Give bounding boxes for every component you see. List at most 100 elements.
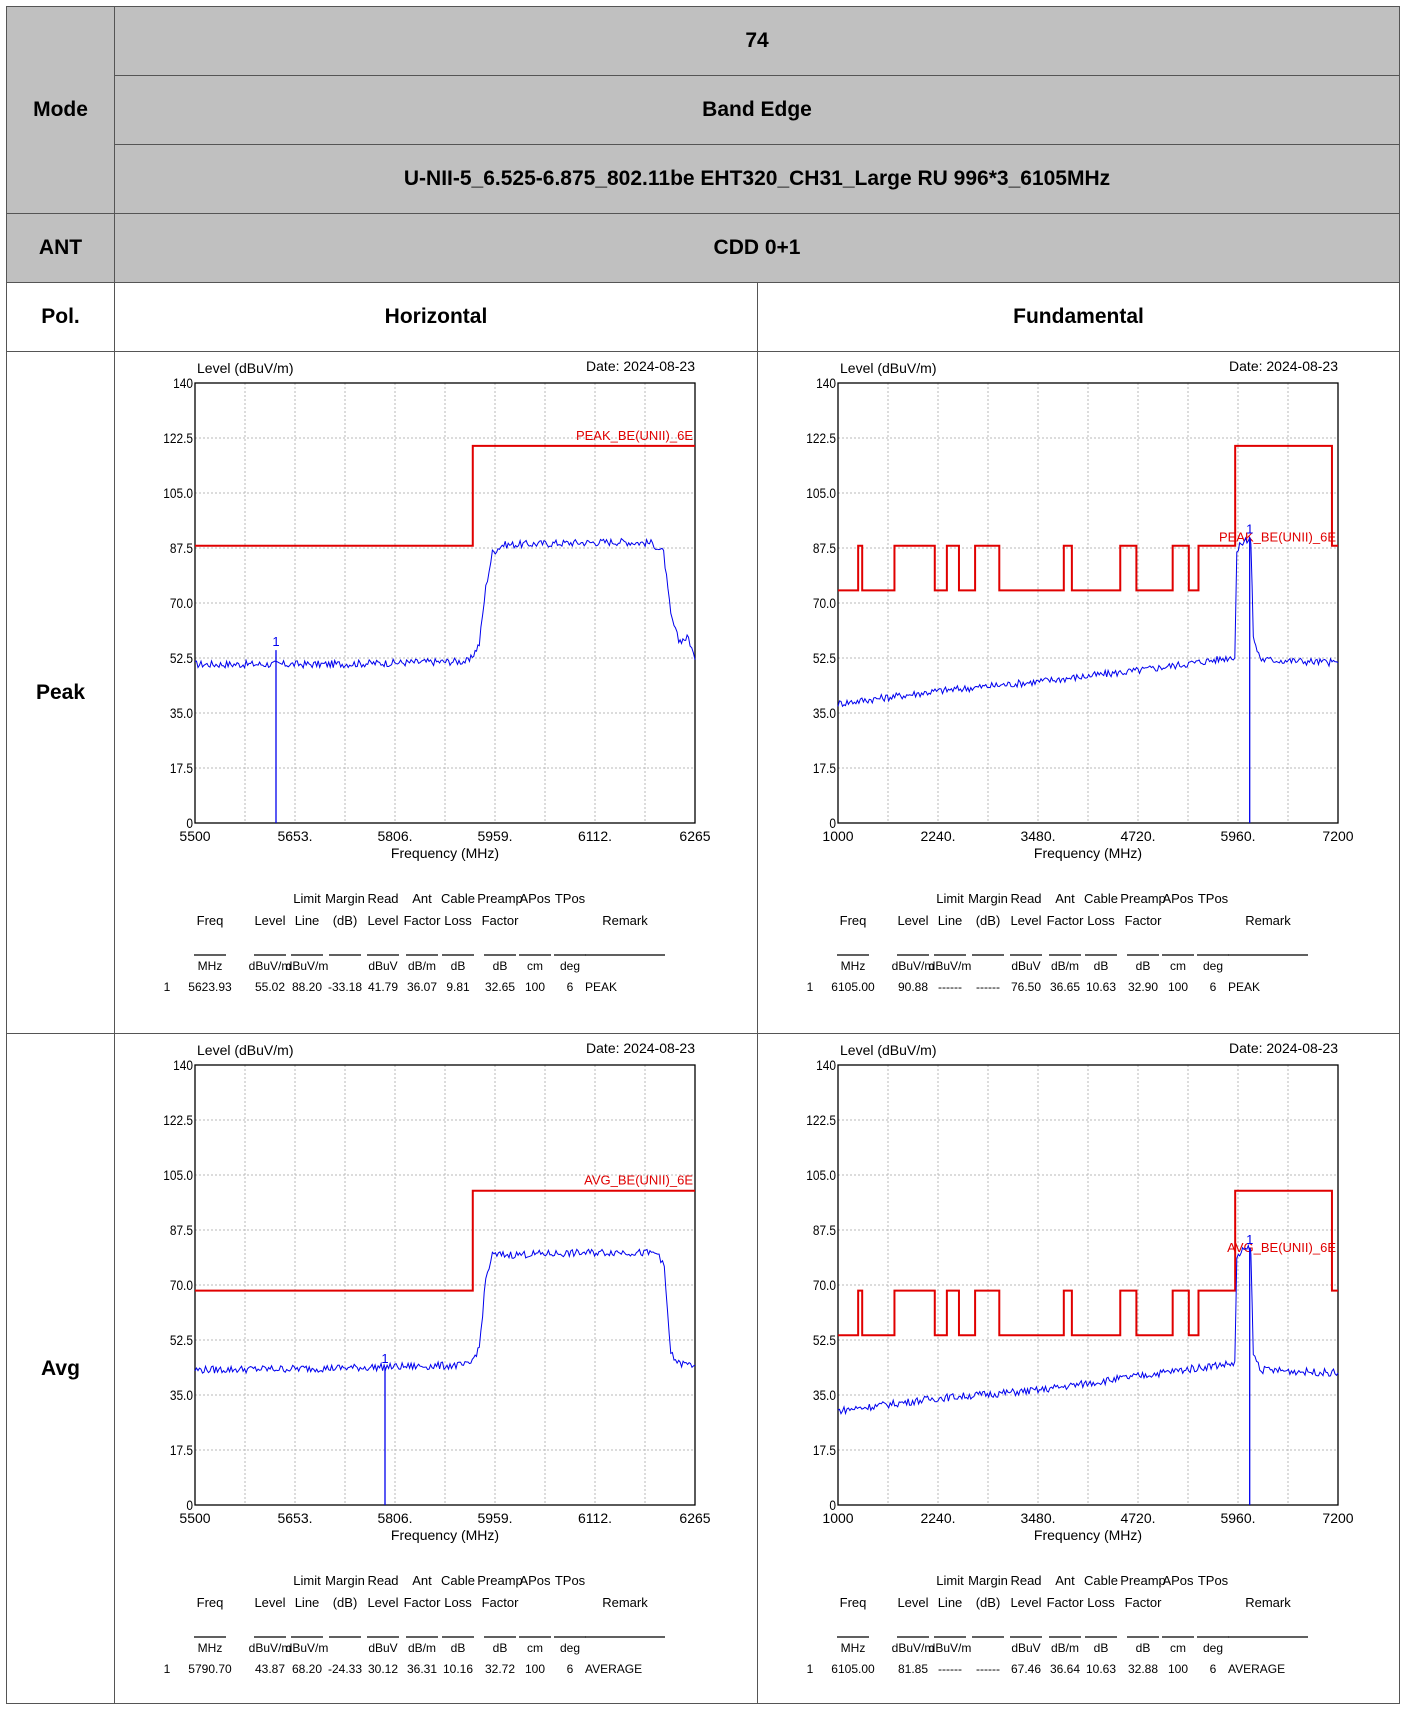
date-label: Date: 2024-08-23	[1229, 358, 1338, 374]
table-unit: dBuV	[1011, 1641, 1040, 1655]
x-tick-label: 5500	[179, 1510, 210, 1526]
marker-label: 1	[1246, 521, 1253, 536]
y-tick-label: 17.5	[813, 760, 836, 776]
table-cell: -24.33	[328, 1662, 362, 1676]
limit-line	[838, 1189, 1338, 1336]
table-cell: ------	[976, 980, 1000, 994]
table-cell: 55.02	[255, 980, 285, 994]
table-cell: 1	[807, 1662, 814, 1676]
spectrum-trace	[194, 1247, 696, 1374]
y-tick-label: 52.5	[813, 650, 836, 666]
table-header: Read	[367, 1573, 398, 1588]
table-cell: AVERAGE	[1228, 1662, 1285, 1676]
table-cell: 43.87	[255, 1662, 285, 1676]
y-tick-label: 122.5	[163, 430, 193, 446]
table-cell: 36.31	[407, 1662, 437, 1676]
table-unit: dBuV	[368, 959, 397, 973]
table-cell: 36.07	[407, 980, 437, 994]
x-axis-label: Frequency (MHz)	[391, 845, 499, 861]
table-cell: 10.63	[1086, 1662, 1116, 1676]
y-axis-label: Level (dBuV/m)	[840, 360, 936, 376]
table-header: Cable	[441, 1573, 475, 1588]
test-config: U-NII-5_6.525-6.875_802.11be EHT320_CH31…	[113, 144, 1401, 214]
y-axis-label: Level (dBuV/m)	[197, 360, 293, 376]
table-cell: 32.65	[485, 980, 515, 994]
table-header: (dB)	[333, 913, 358, 928]
table-header: Freq	[197, 1595, 224, 1610]
table-unit: dBuV/m	[249, 1641, 292, 1655]
spectrum-trace	[837, 535, 1339, 707]
table-unit: MHz	[841, 959, 866, 973]
table-header: Cable	[1084, 891, 1118, 906]
table-header: Loss	[444, 1595, 472, 1610]
table-header: TPos	[1198, 1573, 1229, 1588]
x-tick-label: 5959.	[477, 828, 512, 844]
table-unit: MHz	[841, 1641, 866, 1655]
ant-label: ANT	[6, 213, 115, 283]
table-header: Ant	[1055, 891, 1075, 906]
table-header: APos	[1162, 891, 1194, 906]
table-header: (dB)	[976, 1595, 1001, 1610]
table-unit: dBuV/m	[286, 959, 329, 973]
table-header: Loss	[1087, 1595, 1115, 1610]
spectrum-trace	[837, 1243, 1339, 1415]
table-header: Level	[254, 1595, 285, 1610]
table-header: Margin	[968, 1573, 1008, 1588]
table-cell: 9.81	[446, 980, 470, 994]
table-header: Factor	[482, 913, 520, 928]
y-tick-label: 105.0	[806, 485, 836, 501]
x-tick-label: 5960.	[1220, 1510, 1255, 1526]
plot-cell-peak-horizontal: 0 17.5 35.0 52.5 70.0 87.5 105.0 122.5 140 5500 56…	[114, 351, 758, 1034]
table-unit: dB	[493, 1641, 508, 1655]
row-label-peak: Peak	[6, 351, 115, 1034]
y-tick-label: 17.5	[170, 760, 193, 776]
table-cell: 36.64	[1050, 1662, 1080, 1676]
table-cell: 6	[1210, 1662, 1217, 1676]
x-tick-label: 5960.	[1220, 828, 1255, 844]
table-unit: dB	[493, 959, 508, 973]
table-header: Level	[254, 913, 285, 928]
y-tick-label: 52.5	[170, 1332, 193, 1348]
y-tick-label: 0	[186, 1497, 193, 1513]
table-header: Freq	[197, 913, 224, 928]
limit-label: PEAK_BE(UNII)_6E	[576, 427, 693, 442]
x-tick-label: 6265	[679, 1510, 710, 1526]
table-header: TPos	[555, 891, 586, 906]
table-cell: 5623.93	[188, 980, 232, 994]
table-header: Ant	[412, 1573, 432, 1588]
test-number: 74	[113, 6, 1401, 76]
y-tick-label: 35.0	[813, 1387, 836, 1403]
y-tick-label: 122.5	[163, 1112, 193, 1128]
table-unit: dBuV/m	[929, 959, 972, 973]
marker-label: 1	[272, 634, 279, 649]
plot-frame	[194, 381, 696, 824]
table-cell: 1	[807, 980, 814, 994]
table-header: Line	[938, 1595, 963, 1610]
table-header: Preamp	[477, 891, 523, 906]
table-cell: 90.88	[898, 980, 928, 994]
table-header: Freq	[840, 1595, 867, 1610]
limit-label: PEAK_BE(UNII)_6E	[1219, 529, 1336, 544]
plot-frame	[837, 381, 1339, 824]
table-unit: cm	[527, 959, 543, 973]
y-tick-label: 0	[829, 1497, 836, 1513]
x-tick-label: 7200	[1322, 828, 1353, 844]
report-table: Mode 74 Band Edge U-NII-5_6.525-6.875_80…	[6, 6, 1401, 1704]
table-header: Ant	[1055, 1573, 1075, 1588]
column-horizontal: Horizontal	[114, 282, 758, 352]
y-tick-label: 0	[829, 815, 836, 831]
table-unit: dB	[451, 1641, 466, 1655]
table-header: Remark	[602, 913, 648, 928]
x-tick-label: 6112.	[578, 828, 612, 844]
x-tick-label: 5653.	[277, 828, 312, 844]
table-header: Factor	[1047, 1595, 1085, 1610]
table-cell: 1	[164, 980, 171, 994]
plot-cell-avg-horizontal: 0 17.5 35.0 52.5 70.0 87.5 105.0 122.5 140 5500 56…	[114, 1033, 758, 1704]
table-cell: 32.72	[485, 1662, 515, 1676]
table-header: (dB)	[333, 1595, 358, 1610]
table-header: Limit	[936, 1573, 964, 1588]
y-tick-label: 87.5	[170, 540, 193, 556]
table-cell: 6105.00	[831, 1662, 875, 1676]
table-header: Factor	[404, 1595, 442, 1610]
table-cell: 81.85	[898, 1662, 928, 1676]
